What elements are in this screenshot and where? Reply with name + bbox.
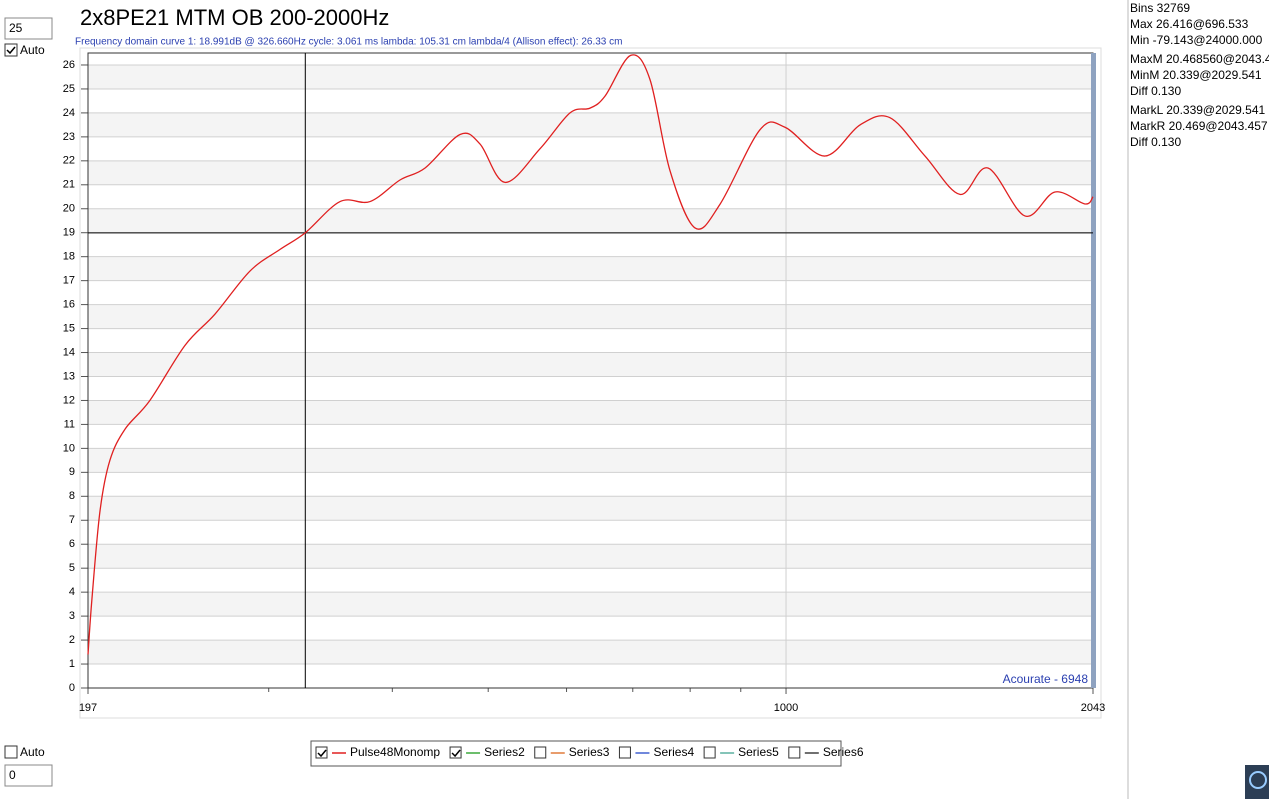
stat-line: MaxM 20.468560@2043.457 [1130,52,1269,66]
grid-band [88,112,1093,137]
grid-band [88,544,1093,569]
top-auto-label: Auto [20,43,45,57]
bottom-auto-label: Auto [20,745,45,759]
y-tick-label: 9 [69,466,75,478]
y-tick-label: 15 [63,322,75,334]
stat-line: Bins 32769 [1130,1,1190,15]
y-tick-label: 11 [64,418,75,430]
grid-band [88,448,1093,473]
x-tick-label: 2043 [1081,702,1105,714]
stat-line: Diff 0.130 [1130,84,1181,98]
grid-band [88,496,1093,521]
top-auto-checkbox[interactable] [4,43,18,57]
legend-label: Series2 [484,745,525,759]
plot-frame [79,47,1102,719]
legend-checkbox[interactable] [315,746,328,759]
stat-line: MarkR 20.469@2043.457 [1130,119,1268,133]
grid-band [88,208,1093,233]
y-tick-label: 13 [63,370,75,382]
grid-band [88,64,1093,89]
y-tick-label: 12 [63,394,75,406]
y-tick-label: 24 [63,107,75,119]
y-tick-label: 14 [63,346,75,358]
legend-checkbox[interactable] [703,746,716,759]
y-tick-label: 0 [69,682,75,694]
legend-checkbox[interactable] [788,746,801,759]
grid-band [88,640,1093,665]
top-value-input[interactable] [4,17,53,40]
y-tick-label: 16 [63,299,75,311]
subtitle: Frequency domain curve 1: 18.991dB @ 326… [75,37,622,48]
y-tick-label: 18 [63,251,75,263]
curve [87,54,1094,655]
grid-band [88,256,1093,281]
y-tick-label: 26 [63,59,75,71]
y-tick-label: 20 [63,203,75,215]
legend-label: Series5 [738,745,779,759]
y-tick-label: 8 [69,490,75,502]
grid-band [88,400,1093,425]
stat-line: MarkL 20.339@2029.541 [1130,103,1265,117]
bottom-auto-checkbox[interactable] [4,745,18,759]
y-tick-label: 6 [69,538,75,550]
annotation: Acourate - 6948 [1003,672,1089,686]
top-value: 25 [9,21,23,35]
bottom-value: 0 [9,768,16,782]
y-tick-label: 23 [63,131,75,143]
y-tick-label: 22 [63,155,75,167]
grid-band [88,304,1093,329]
legend-checkbox[interactable] [449,746,462,759]
stat-line: Diff 0.130 [1130,135,1181,149]
x-tick-label: 1000 [774,702,798,714]
legend-box [310,740,842,767]
y-tick-label: 10 [63,442,75,454]
y-tick-label: 2 [69,634,75,646]
grid-band [88,592,1093,617]
legend-label: Series4 [653,745,694,759]
stat-line: MinM 20.339@2029.541 [1130,68,1262,82]
stat-line: Min -79.143@24000.000 [1130,33,1263,47]
y-tick-label: 1 [69,658,75,670]
y-tick-label: 3 [69,610,75,622]
y-tick-label: 7 [69,514,75,526]
chart-title: 2x8PE21 MTM OB 200-2000Hz [80,5,389,30]
corner-icon [1249,771,1267,789]
stat-line: Max 26.416@696.533 [1130,17,1249,31]
legend-label: Series3 [569,745,610,759]
grid-band [88,352,1093,377]
check-mark [317,749,327,758]
check-mark [6,46,16,55]
y-tick-label: 5 [69,562,75,574]
legend-checkbox[interactable] [534,746,547,759]
legend-checkbox[interactable] [618,746,631,759]
check-mark [451,749,461,758]
legend-label: Series6 [823,745,864,759]
y-tick-label: 17 [63,275,75,287]
y-tick-label: 21 [63,179,75,191]
x-tick-label: 197 [79,702,97,714]
grid-band [88,160,1093,185]
y-tick-label: 19 [63,227,75,239]
y-tick-label: 25 [63,83,75,95]
legend-label: Pulse48Monomp [350,745,440,759]
y-tick-label: 4 [69,586,75,598]
plot-scroll-edge [1091,53,1096,688]
bottom-value-input[interactable] [4,764,53,787]
